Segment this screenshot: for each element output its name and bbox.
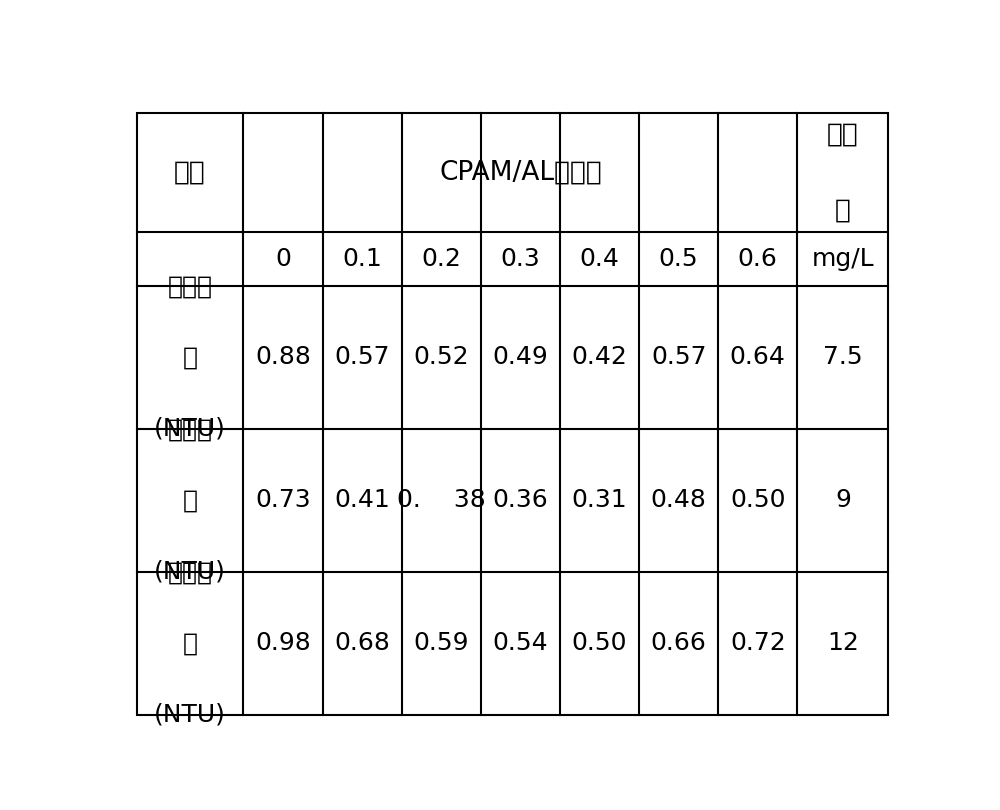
Text: 0.64: 0.64 bbox=[730, 345, 786, 369]
Text: 0.98: 0.98 bbox=[255, 631, 311, 655]
Text: 0.52: 0.52 bbox=[413, 345, 469, 369]
Text: 0.72: 0.72 bbox=[730, 631, 786, 655]
Text: 0.59: 0.59 bbox=[414, 631, 469, 655]
Text: 0.54: 0.54 bbox=[493, 631, 548, 655]
Text: 0: 0 bbox=[275, 247, 291, 271]
Text: 0.66: 0.66 bbox=[651, 631, 707, 655]
Text: 0.5: 0.5 bbox=[659, 247, 698, 271]
Text: 投加

量: 投加 量 bbox=[827, 122, 859, 224]
Text: 0.49: 0.49 bbox=[493, 345, 548, 369]
Text: 0.41: 0.41 bbox=[334, 488, 390, 512]
Text: 0.50: 0.50 bbox=[572, 631, 627, 655]
Text: 0.88: 0.88 bbox=[255, 345, 311, 369]
Text: 0.4: 0.4 bbox=[580, 247, 619, 271]
Text: 12: 12 bbox=[827, 631, 859, 655]
Text: 7.5: 7.5 bbox=[823, 345, 863, 369]
Text: mg/L: mg/L bbox=[812, 247, 874, 271]
Text: 0.57: 0.57 bbox=[651, 345, 706, 369]
Text: 0.3: 0.3 bbox=[501, 247, 540, 271]
Text: 0.31: 0.31 bbox=[572, 488, 627, 512]
Text: 0.73: 0.73 bbox=[255, 488, 311, 512]
Text: 剩余浊

度

(NTU): 剩余浊 度 (NTU) bbox=[154, 417, 226, 583]
Text: 0.57: 0.57 bbox=[334, 345, 390, 369]
Text: 0.6: 0.6 bbox=[738, 247, 778, 271]
Text: 0.48: 0.48 bbox=[651, 488, 707, 512]
Text: 0.42: 0.42 bbox=[572, 345, 627, 369]
Text: 剩余浊

度

(NTU): 剩余浊 度 (NTU) bbox=[154, 275, 226, 440]
Text: 0.50: 0.50 bbox=[730, 488, 786, 512]
Text: 0.68: 0.68 bbox=[334, 631, 390, 655]
Text: 9: 9 bbox=[835, 488, 851, 512]
Text: 指标: 指标 bbox=[174, 160, 206, 185]
Text: 0.1: 0.1 bbox=[342, 247, 382, 271]
Text: 0.  38: 0. 38 bbox=[397, 488, 486, 512]
Text: CPAM/AL质量比: CPAM/AL质量比 bbox=[439, 160, 602, 185]
Text: 剩余浊

度

(NTU): 剩余浊 度 (NTU) bbox=[154, 561, 226, 726]
Text: 0.2: 0.2 bbox=[421, 247, 461, 271]
Text: 0.36: 0.36 bbox=[493, 488, 548, 512]
